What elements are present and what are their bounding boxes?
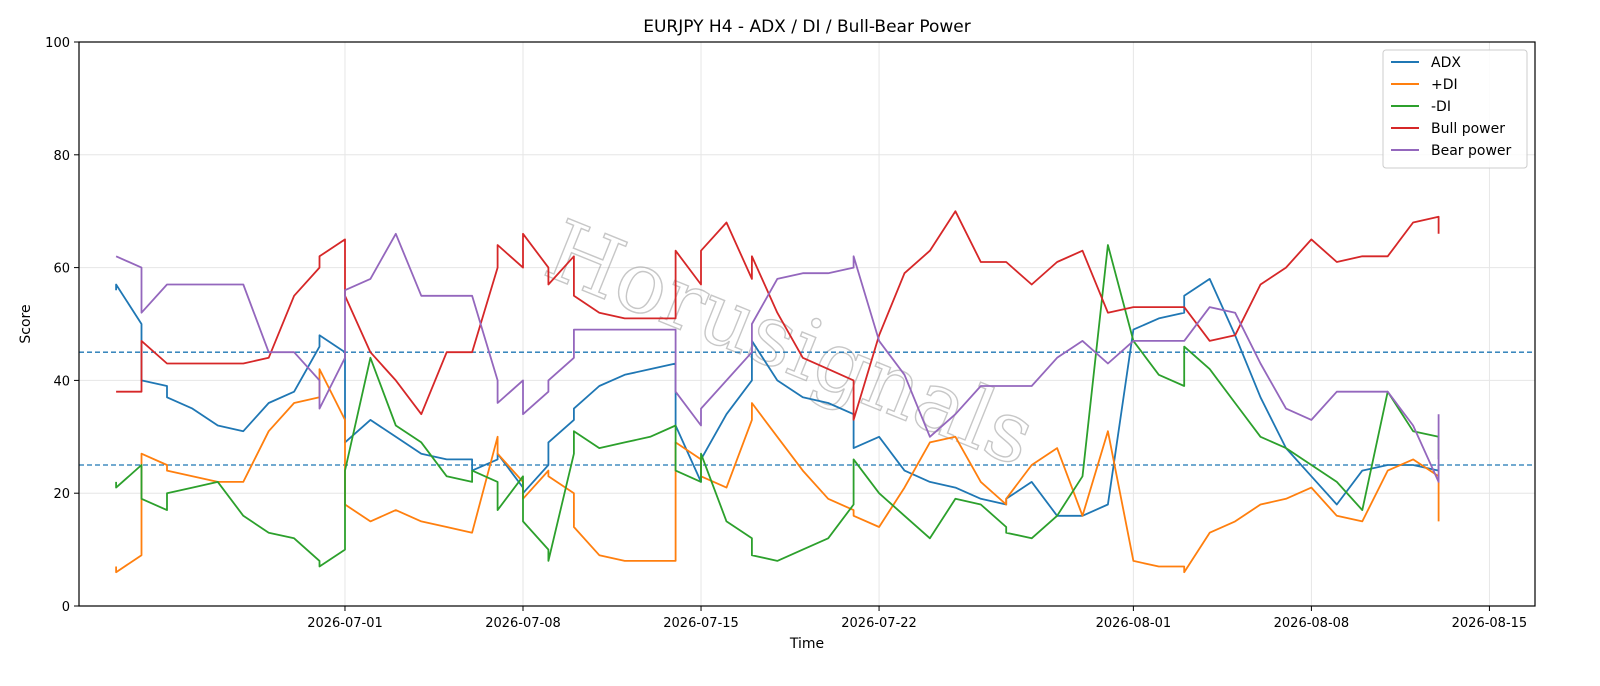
x-axis-title: Time (789, 636, 824, 652)
y-axis-title: Score (18, 304, 34, 343)
legend-label: Bear power (1431, 143, 1512, 159)
x-tick-label: 2026-08-01 (1096, 616, 1172, 631)
y-tick-label: 0 (62, 600, 70, 615)
series-line-bear-power (115, 232, 1440, 483)
chart-title: EURJPY H4 - ADX / DI / Bull-Bear Power (643, 17, 971, 37)
reference-lines (79, 351, 1535, 466)
x-tick-label: 2026-07-15 (663, 616, 739, 631)
y-tick-label: 60 (53, 262, 70, 277)
legend: ADX +DI -DI Bull power Bear power (1382, 49, 1528, 169)
legend-label: Bull power (1431, 121, 1505, 137)
series-lines (115, 210, 1440, 574)
y-tick-label: 80 (53, 149, 70, 164)
plot-frame (78, 41, 1536, 607)
series-line-di (115, 368, 1440, 574)
x-tick-label: 2026-07-01 (307, 616, 383, 631)
legend-label: ADX (1431, 55, 1461, 71)
x-tick-label: 2026-08-15 (1452, 616, 1528, 631)
legend-box (1382, 49, 1528, 169)
x-axis: 2026-07-01 2026-07-08 2026-07-15 2026-07-22… (307, 606, 1527, 631)
series-line-di (115, 244, 1440, 568)
y-tick-label: 100 (45, 36, 70, 51)
legend-label: +DI (1431, 77, 1458, 93)
legend-label: -DI (1431, 99, 1451, 115)
y-tick-label: 20 (53, 487, 70, 502)
y-tick-label: 40 (53, 374, 70, 389)
x-tick-label: 2026-08-08 (1274, 616, 1350, 631)
series-line-bull-power (116, 210, 1440, 421)
y-axis: 0 20 40 60 80 100 (45, 36, 79, 615)
x-tick-label: 2026-07-22 (841, 616, 917, 631)
x-tick-label: 2026-07-08 (485, 616, 561, 631)
